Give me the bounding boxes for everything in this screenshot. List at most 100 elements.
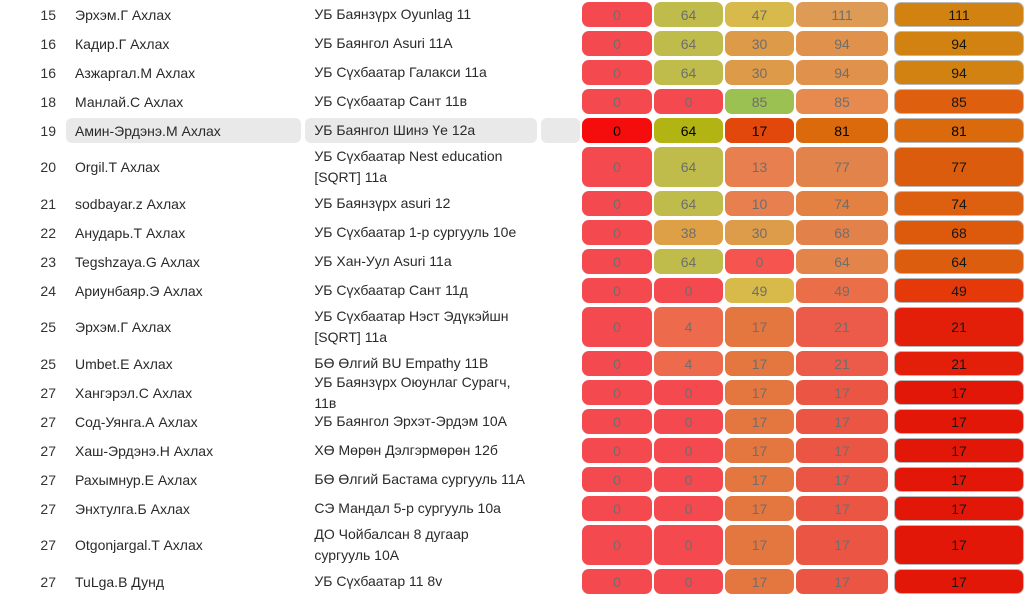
table-row[interactable]: 18 Манлай.С Ахлах УБ Сүхбаатар Сант 11в … bbox=[0, 87, 1024, 116]
score-cells: 0 4 17 21 21 bbox=[582, 349, 1024, 378]
total-score-pill: 111 bbox=[894, 2, 1024, 27]
score-cells: 0 64 30 94 94 bbox=[582, 29, 1024, 58]
total-score-pill: 77 bbox=[894, 147, 1024, 187]
problem-score-pill: 0 bbox=[654, 467, 723, 492]
total-score-pill: 17 bbox=[894, 438, 1024, 463]
score-cells: 0 0 17 17 17 bbox=[582, 407, 1024, 436]
total-score-pill: 81 bbox=[894, 118, 1024, 143]
problem-score-pill: 21 bbox=[796, 351, 888, 376]
problem-score-pill: 0 bbox=[582, 438, 652, 463]
school-cell: УБ Баянгол Шинэ Үе 12а bbox=[305, 118, 538, 143]
problem-score-pill: 85 bbox=[796, 89, 888, 114]
total-score-pill: 17 bbox=[894, 380, 1024, 405]
score-cells: 0 0 17 17 17 bbox=[582, 465, 1024, 494]
score-cells: 0 0 17 17 17 bbox=[582, 567, 1024, 596]
problem-score-pill: 0 bbox=[654, 409, 723, 434]
table-row[interactable]: 23 Tegshzaya.G Ахлах УБ Хан-Уул Asuri 11… bbox=[0, 247, 1024, 276]
name-cell: Рахымнур.Е Ахлах bbox=[75, 471, 198, 488]
table-row[interactable]: 25 Эрхэм.Г Ахлах УБ Сүхбаатар Нэст Эдүкэ… bbox=[0, 305, 1024, 349]
table-row[interactable]: 19 Амин-Эрдэнэ.М Ахлах УБ Баянгол Шинэ Ү… bbox=[0, 116, 1024, 145]
problem-score-pill: 64 bbox=[796, 249, 888, 274]
total-score-pill: 64 bbox=[894, 249, 1024, 274]
rank-cell: 27 bbox=[40, 471, 56, 488]
table-row[interactable]: 24 Ариунбаяр.Э Ахлах УБ Сүхбаатар Сант 1… bbox=[0, 276, 1024, 305]
medal-cell bbox=[541, 31, 580, 56]
medal-cell bbox=[541, 351, 580, 376]
rank-cell: 16 bbox=[40, 35, 56, 52]
medal-cell bbox=[541, 89, 580, 114]
total-score-pill: 85 bbox=[894, 89, 1024, 114]
table-row[interactable]: 27 Энхтулга.Б Ахлах СЭ Мандал 5-р сургуу… bbox=[0, 494, 1024, 523]
medal-cell bbox=[541, 438, 580, 463]
problem-score-pill: 0 bbox=[582, 2, 652, 27]
problem-score-pill: 17 bbox=[725, 409, 794, 434]
problem-score-pill: 17 bbox=[725, 569, 794, 594]
medal-cell bbox=[541, 409, 580, 434]
medal-cell bbox=[541, 307, 580, 347]
medal-cell bbox=[541, 220, 580, 245]
table-row[interactable]: 27 Рахымнур.Е Ахлах БӨ Өлгий Бастама сур… bbox=[0, 465, 1024, 494]
name-cell: Сод-Уянга.А Ахлах bbox=[75, 413, 198, 430]
rank-cell: 15 bbox=[40, 6, 56, 23]
problem-score-pill: 85 bbox=[725, 89, 794, 114]
school-cell: УБ Сүхбаатар 1-р сургууль 10е bbox=[314, 224, 517, 240]
problem-score-pill: 47 bbox=[725, 2, 794, 27]
score-cells: 0 64 0 64 64 bbox=[582, 247, 1024, 276]
total-score-pill: 17 bbox=[894, 409, 1024, 434]
table-row[interactable]: 20 Orgil.T Ахлах УБ Сүхбаатар Nest educa… bbox=[0, 145, 1024, 189]
problem-score-pill: 17 bbox=[725, 525, 794, 565]
rank-cell: 25 bbox=[40, 319, 56, 335]
rank-cell: 27 bbox=[40, 413, 56, 430]
name-cell: Tegshzaya.G Ахлах bbox=[75, 253, 200, 270]
problem-score-pill: 17 bbox=[796, 569, 888, 594]
problem-score-pill: 4 bbox=[654, 351, 723, 376]
school-cell: УБ Сүхбаатар Галакси 11а bbox=[314, 64, 487, 80]
problem-score-pill: 17 bbox=[725, 380, 794, 405]
problem-score-pill: 0 bbox=[582, 409, 652, 434]
table-row[interactable]: 27 Сод-Уянга.А Ахлах УБ Баянгол Эрхэт-Эр… bbox=[0, 407, 1024, 436]
problem-score-pill: 17 bbox=[725, 118, 794, 143]
school-cell: УБ Баянгол Эрхэт-Эрдэм 10А bbox=[314, 413, 508, 429]
score-cells: 0 0 17 17 17 bbox=[582, 494, 1024, 523]
total-score-pill: 17 bbox=[894, 525, 1024, 565]
total-score-pill: 21 bbox=[894, 307, 1024, 347]
table-row[interactable]: 15 Эрхэм.Г Ахлах УБ Баянзүрх Oyunlag 11 … bbox=[0, 0, 1024, 29]
school-cell: ХӨ Мөрөн Дэлгэрмөрөн 12б bbox=[314, 442, 498, 458]
table-row[interactable]: 27 Хангэрэл.С Ахлах УБ Баянзүрх Оюунлаг … bbox=[0, 374, 1024, 411]
problem-score-pill: 0 bbox=[582, 220, 652, 245]
problem-score-pill: 74 bbox=[796, 191, 888, 216]
problem-score-pill: 17 bbox=[725, 438, 794, 463]
name-cell: Orgil.T Ахлах bbox=[75, 159, 160, 175]
school-cell: УБ Сүхбаатар Нэст Эдүкэйшн [SQRT] 11а bbox=[314, 308, 509, 345]
problem-score-pill: 17 bbox=[796, 380, 888, 405]
school-cell: УБ Хан-Уул Asuri 11а bbox=[314, 253, 452, 269]
table-row[interactable]: 16 Азжаргал.М Ахлах УБ Сүхбаатар Галакси… bbox=[0, 58, 1024, 87]
table-row[interactable]: 22 Анударь.Т Ахлах УБ Сүхбаатар 1-р сург… bbox=[0, 218, 1024, 247]
problem-score-pill: 0 bbox=[582, 118, 652, 143]
rank-cell: 23 bbox=[40, 253, 56, 270]
problem-score-pill: 49 bbox=[725, 278, 794, 303]
table-row[interactable]: 21 sodbayar.z Ахлах УБ Баянзүрх asuri 12… bbox=[0, 189, 1024, 218]
problem-score-pill: 0 bbox=[654, 496, 723, 521]
school-cell: УБ Сүхбаатар 11 8v bbox=[314, 573, 443, 589]
problem-score-pill: 17 bbox=[725, 496, 794, 521]
problem-score-pill: 81 bbox=[796, 118, 888, 143]
table-row[interactable]: 25 Umbet.E Ахлах БӨ Өлгий BU Empathy 11В… bbox=[0, 349, 1024, 378]
problem-score-pill: 64 bbox=[654, 31, 723, 56]
table-row[interactable]: 27 TuLga.B Дунд УБ Сүхбаатар 11 8v 0 0 17 1… bbox=[0, 567, 1024, 596]
problem-score-pill: 17 bbox=[725, 307, 794, 347]
problem-score-pill: 0 bbox=[582, 496, 652, 521]
problem-score-pill: 0 bbox=[582, 89, 652, 114]
school-cell: УБ Сүхбаатар Nest education [SQRT] 11а bbox=[314, 148, 503, 185]
rank-cell: 24 bbox=[40, 282, 56, 299]
medal-cell bbox=[541, 380, 580, 405]
medal-cell bbox=[541, 60, 580, 85]
table-row[interactable]: 27 Хаш-Эрдэнэ.Н Ахлах ХӨ Мөрөн Дэлгэрмөр… bbox=[0, 436, 1024, 465]
table-row[interactable]: 27 Otgonjargal.T Ахлах ДО Чойбалсан 8 ду… bbox=[0, 523, 1024, 567]
problem-score-pill: 49 bbox=[796, 278, 888, 303]
problem-score-pill: 0 bbox=[725, 249, 794, 274]
problem-score-pill: 64 bbox=[654, 249, 723, 274]
school-cell: УБ Баянзүрх Oyunlag 11 bbox=[314, 6, 472, 22]
score-cells: 0 64 17 81 81 bbox=[582, 116, 1024, 145]
